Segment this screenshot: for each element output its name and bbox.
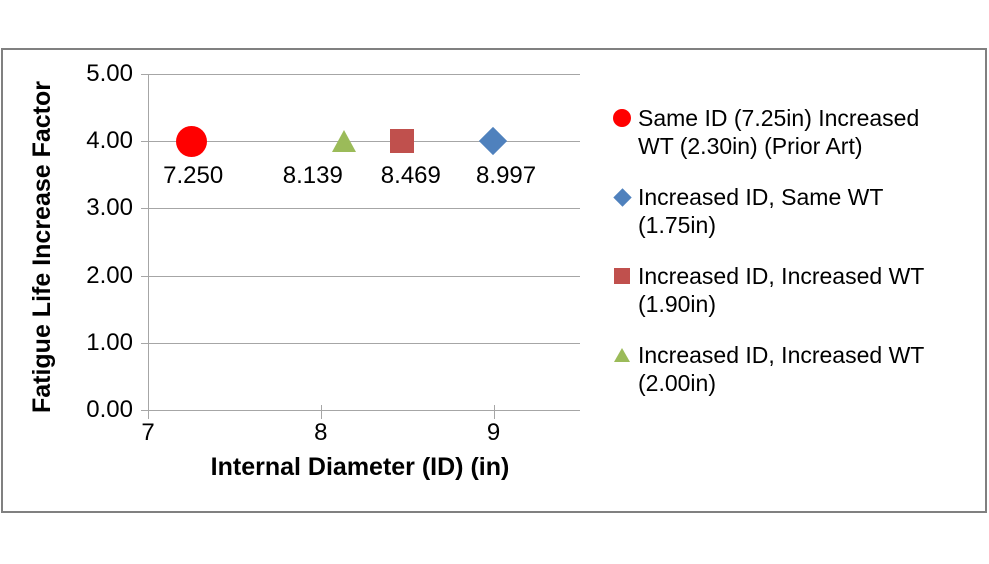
legend-marker-circle bbox=[613, 109, 631, 127]
x-tick-label: 9 bbox=[486, 419, 501, 446]
legend-marker-square bbox=[614, 268, 630, 284]
legend: Same ID (7.25in) Increased WT (2.30in) (P… bbox=[610, 104, 982, 397]
y-axis-tick bbox=[141, 208, 148, 210]
x-axis-tick bbox=[148, 405, 149, 419]
y-axis-tick bbox=[141, 74, 148, 75]
legend-marker-diamond bbox=[612, 187, 632, 207]
gridline bbox=[148, 74, 580, 75]
data-point-triangle bbox=[332, 130, 357, 153]
gridline bbox=[148, 275, 580, 277]
legend-marker-triangle bbox=[614, 348, 630, 362]
gridline bbox=[148, 141, 580, 143]
legend-label: Same ID (7.25in) Increased WT (2.30in) (P… bbox=[638, 105, 920, 159]
gridline bbox=[148, 208, 580, 210]
data-point-diamond bbox=[478, 127, 508, 156]
x-axis-tick bbox=[320, 405, 322, 419]
y-tick-label: 1.00 bbox=[86, 328, 133, 356]
x-tick-label: 7 bbox=[141, 419, 155, 446]
y-tick-label: 3.00 bbox=[86, 194, 133, 222]
legend-marker-box bbox=[610, 183, 638, 211]
y-axis-line bbox=[148, 74, 149, 419]
legend-item: Same ID (7.25in) Increased WT (2.30in) (P… bbox=[610, 104, 982, 160]
x-axis-title: Internal Diameter (ID) (in) bbox=[210, 453, 510, 481]
data-label: 7.250 bbox=[163, 162, 224, 190]
legend-marker-box bbox=[610, 104, 638, 132]
chart-frame bbox=[1, 48, 987, 513]
y-axis-tick bbox=[141, 342, 148, 344]
legend-label: Increased ID, Increased WT (1.90in) bbox=[638, 263, 925, 317]
y-axis-tick bbox=[141, 275, 148, 277]
legend-label: Increased ID, Increased WT (2.00in) bbox=[638, 342, 925, 396]
data-point-circle bbox=[175, 125, 207, 157]
gridline bbox=[148, 410, 580, 411]
y-axis-tick bbox=[141, 141, 148, 143]
y-tick-label: 0.00 bbox=[86, 396, 133, 423]
legend-item: Increased ID, Same WT (1.75in) bbox=[610, 183, 982, 239]
data-label: 8.469 bbox=[380, 162, 441, 190]
y-tick-label: 2.00 bbox=[86, 261, 133, 289]
data-label: 8.997 bbox=[476, 162, 537, 190]
gridline bbox=[148, 342, 580, 344]
legend-item: Increased ID, Increased WT (2.00in) bbox=[610, 341, 982, 397]
y-tick-label: 5.00 bbox=[86, 60, 133, 87]
legend-item: Increased ID, Increased WT (1.90in) bbox=[610, 262, 982, 318]
data-point-square bbox=[389, 129, 414, 154]
legend-label: Increased ID, Same WT (1.75in) bbox=[638, 184, 884, 238]
y-axis-tick bbox=[141, 410, 148, 411]
x-tick-label: 8 bbox=[314, 419, 328, 446]
legend-marker-box bbox=[610, 262, 638, 290]
data-label: 8.139 bbox=[282, 162, 343, 190]
y-tick-label: 4.00 bbox=[86, 127, 133, 155]
legend-marker-box bbox=[610, 341, 638, 369]
x-axis-tick bbox=[493, 405, 495, 419]
